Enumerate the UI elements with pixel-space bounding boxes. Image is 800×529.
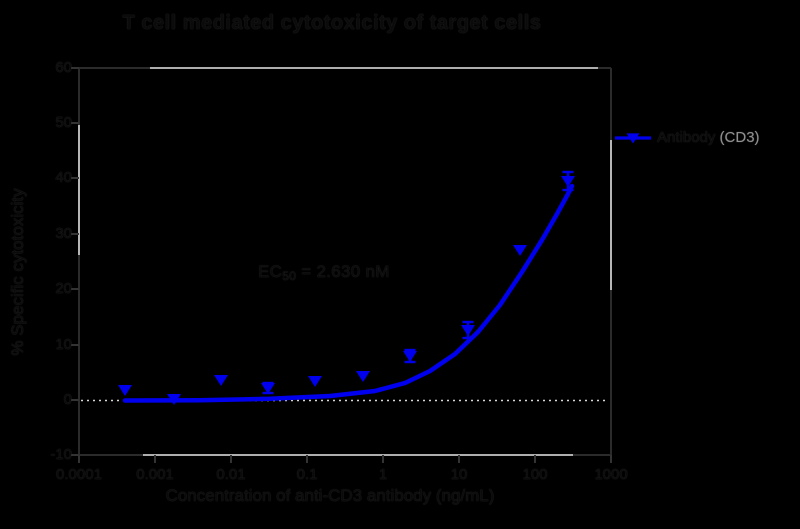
- x-tick-label: 100: [522, 466, 548, 483]
- legend-label-hidden-part: Antibody: [657, 129, 720, 146]
- data-point-marker: [167, 393, 181, 405]
- x-tick-label: 1: [378, 466, 388, 483]
- data-point-marker: [356, 370, 370, 382]
- x-tick-label: 0.0001: [56, 466, 102, 483]
- x-tick-label: 1000: [594, 466, 628, 483]
- y-tick-label: 40: [55, 169, 72, 186]
- data-point-marker: [513, 244, 527, 256]
- data-point-marker: [308, 375, 322, 387]
- data-point-marker: [403, 350, 417, 362]
- legend-marker-icon: [626, 133, 640, 144]
- y-axis-label: % Specific cytotoxicity: [8, 188, 27, 356]
- data-point-marker: [461, 324, 475, 336]
- ec50-value: = 2.630 nM: [296, 262, 390, 281]
- x-axis-label: Concentration of anti-CD3 antibody (ng/m…: [165, 486, 495, 505]
- ec50-annotation: EC50 = 2.630 nM: [258, 262, 390, 283]
- x-tick-label: 0.01: [216, 466, 246, 483]
- data-point-marker: [214, 374, 228, 386]
- legend-label-cd3: (CD3): [719, 129, 760, 146]
- ec50-prefix: EC: [258, 262, 283, 281]
- y-tick-label: 20: [55, 280, 72, 297]
- legend-entry-label: Antibody (CD3): [657, 129, 760, 146]
- data-point-marker: [261, 382, 275, 394]
- y-tick-label: 50: [55, 114, 72, 131]
- y-tick-label: 60: [55, 59, 72, 76]
- fit-curve: [122, 183, 575, 403]
- x-tick-label: 10: [450, 466, 468, 483]
- data-point-marker: [561, 175, 575, 187]
- y-tick-label: 0: [63, 391, 72, 408]
- data-point-marker: [118, 384, 132, 396]
- y-tick-label: 10: [55, 336, 72, 353]
- y-tick-label: -10: [50, 446, 72, 463]
- x-tick-label: 0.001: [136, 466, 174, 483]
- chart-title: T cell mediated cytotoxicity of target c…: [122, 12, 542, 34]
- ec50-subscript: 50: [282, 269, 297, 283]
- y-tick-label: 30: [55, 225, 72, 242]
- x-tick-label: 0.1: [296, 466, 318, 483]
